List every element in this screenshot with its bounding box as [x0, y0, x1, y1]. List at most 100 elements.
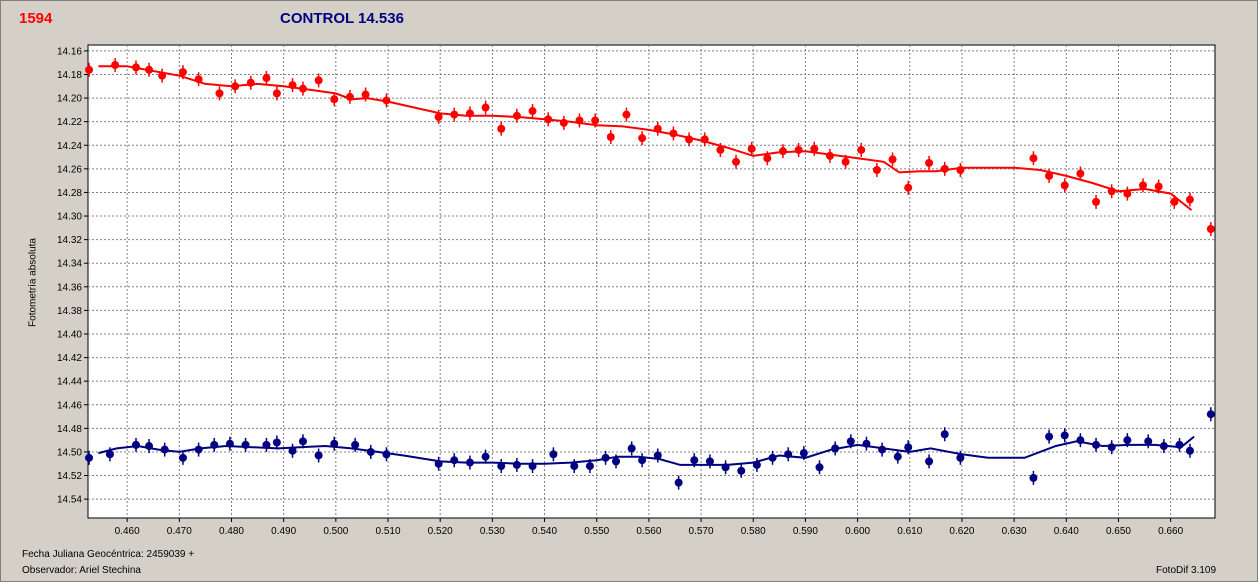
- data-point-series-1: [160, 442, 169, 457]
- data-point-series-1: [638, 453, 647, 468]
- x-tick-label: 0.600: [845, 526, 870, 537]
- data-point-series-1: [653, 448, 662, 463]
- data-point-series-0: [450, 107, 459, 122]
- y-tick-label: 14.24: [57, 141, 82, 152]
- data-point-series-1: [178, 450, 187, 465]
- point-marker: [622, 110, 631, 119]
- x-tick-label: 0.460: [115, 526, 140, 537]
- data-point-series-0: [1123, 186, 1132, 201]
- point-marker: [272, 89, 281, 98]
- data-point-series-0: [732, 154, 741, 169]
- point-marker: [111, 61, 120, 70]
- point-marker: [956, 453, 965, 462]
- point-marker: [1185, 195, 1194, 204]
- point-marker: [638, 456, 647, 465]
- point-marker: [351, 440, 360, 449]
- data-point-series-0: [841, 154, 850, 169]
- point-marker: [690, 456, 699, 465]
- data-point-series-1: [481, 449, 490, 464]
- data-point-series-0: [465, 106, 474, 121]
- point-marker: [330, 95, 339, 104]
- point-marker: [314, 451, 323, 460]
- point-marker: [345, 92, 354, 101]
- point-marker: [366, 447, 375, 456]
- point-marker: [638, 134, 647, 143]
- point-marker: [1107, 443, 1116, 452]
- point-marker: [1045, 171, 1054, 180]
- point-marker: [298, 437, 307, 446]
- data-point-series-0: [700, 132, 709, 147]
- data-point-series-0: [940, 161, 949, 176]
- point-marker: [1144, 437, 1153, 446]
- data-point-series-0: [111, 58, 120, 73]
- point-marker: [246, 78, 255, 87]
- point-marker: [669, 129, 678, 138]
- data-point-series-0: [575, 113, 584, 128]
- y-tick-label: 14.22: [57, 117, 82, 128]
- point-marker: [862, 439, 871, 448]
- point-marker: [272, 438, 281, 447]
- point-marker: [591, 116, 600, 125]
- data-point-series-0: [231, 79, 240, 94]
- point-marker: [612, 457, 621, 466]
- point-marker: [1045, 432, 1054, 441]
- x-tick-label: 0.540: [532, 526, 557, 537]
- data-point-series-1: [721, 460, 730, 475]
- x-tick-label: 0.660: [1158, 526, 1183, 537]
- point-marker: [732, 157, 741, 166]
- y-tick-label: 14.26: [57, 164, 82, 175]
- point-marker: [465, 458, 474, 467]
- software-version: FotoDif 3.109: [1156, 565, 1217, 576]
- point-marker: [288, 81, 297, 90]
- data-point-series-0: [888, 152, 897, 167]
- point-marker: [298, 84, 307, 93]
- data-point-series-0: [512, 108, 521, 123]
- point-marker: [1175, 440, 1184, 449]
- point-marker: [512, 460, 521, 469]
- point-marker: [575, 116, 584, 125]
- data-point-series-1: [497, 459, 506, 474]
- data-point-series-1: [784, 447, 793, 462]
- data-point-series-1: [288, 443, 297, 458]
- point-marker: [1029, 473, 1038, 482]
- point-marker: [1076, 436, 1085, 445]
- point-marker: [1060, 431, 1069, 440]
- point-marker: [145, 65, 154, 74]
- point-marker: [145, 442, 154, 451]
- point-marker: [330, 439, 339, 448]
- data-point-series-0: [1060, 178, 1069, 193]
- data-point-series-1: [570, 459, 579, 474]
- x-tick-label: 0.650: [1106, 526, 1131, 537]
- point-marker: [194, 445, 203, 454]
- y-tick-label: 14.18: [57, 70, 82, 81]
- point-marker: [810, 144, 819, 153]
- data-point-series-1: [272, 435, 281, 450]
- x-tick-label: 0.560: [636, 526, 661, 537]
- data-point-series-1: [904, 440, 913, 455]
- point-marker: [497, 462, 506, 471]
- point-marker: [481, 103, 490, 112]
- point-marker: [763, 154, 772, 163]
- point-marker: [1076, 169, 1085, 178]
- data-point-series-0: [747, 141, 756, 156]
- data-point-series-1: [815, 460, 824, 475]
- point-marker: [85, 453, 94, 462]
- data-point-series-0: [1170, 194, 1179, 209]
- data-point-series-1: [1045, 429, 1054, 444]
- data-point-series-1: [878, 442, 887, 457]
- data-point-series-0: [215, 86, 224, 101]
- point-marker: [382, 450, 391, 459]
- y-tick-label: 14.54: [57, 495, 82, 506]
- point-marker: [904, 183, 913, 192]
- x-tick-label: 0.500: [323, 526, 348, 537]
- data-point-series-0: [559, 115, 568, 130]
- point-marker: [512, 111, 521, 120]
- data-point-series-0: [330, 92, 339, 107]
- data-point-series-1: [298, 434, 307, 449]
- y-tick-label: 14.34: [57, 259, 82, 270]
- data-point-series-0: [528, 104, 537, 119]
- point-marker: [231, 82, 240, 91]
- x-tick-label: 0.580: [741, 526, 766, 537]
- point-marker: [627, 444, 636, 453]
- x-tick-label: 0.640: [1054, 526, 1079, 537]
